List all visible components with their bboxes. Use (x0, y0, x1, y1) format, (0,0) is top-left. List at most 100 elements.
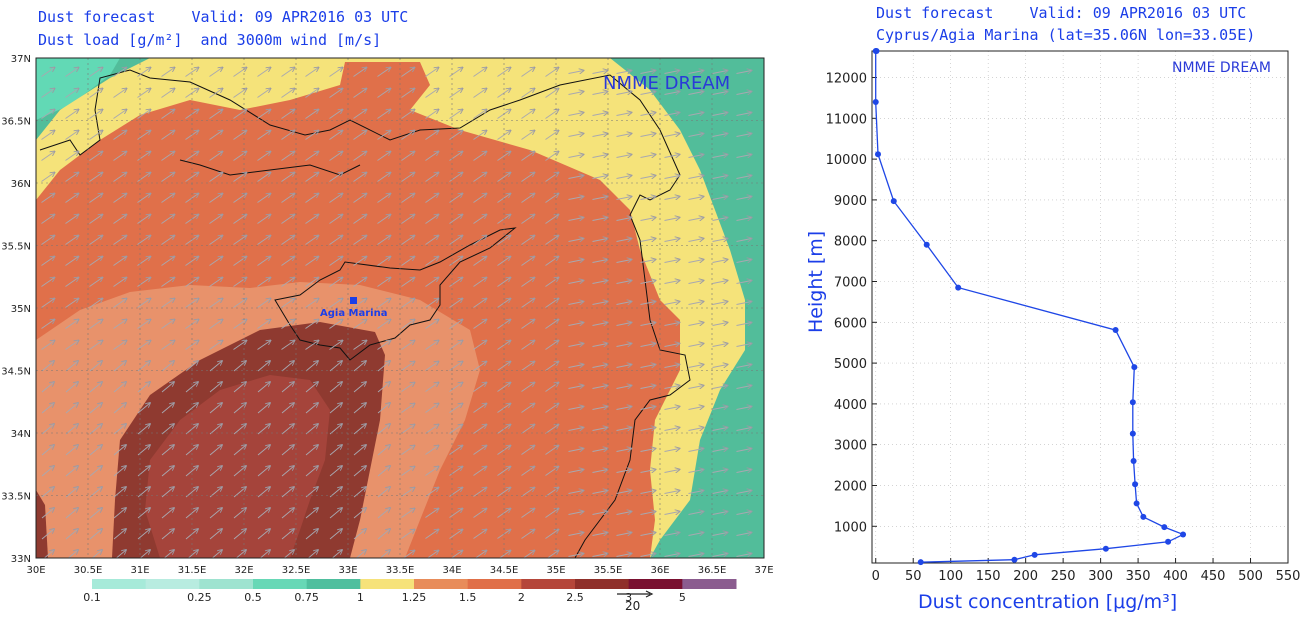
wind-arrow (473, 467, 487, 476)
wind-arrow (616, 260, 632, 263)
wind-arrow (449, 236, 463, 245)
wind-arrow (664, 260, 680, 263)
wind-arrow (712, 365, 728, 368)
wind-arrow (521, 131, 535, 140)
wind-arrow (89, 89, 103, 98)
map-title-line1: Dust forecast Valid: 09 APR2016 03 UTC (38, 8, 409, 26)
wind-arrow (425, 257, 439, 266)
wind-arrow (137, 382, 150, 393)
wind-arrow (712, 302, 728, 305)
wind-arrow (545, 173, 559, 182)
wind-arrow (161, 320, 175, 329)
wind-arrow (521, 236, 535, 245)
profile-y-ticks: 1000 2000 3000 4000 5000 6000 7000 8000 9000 1000… (826, 72, 877, 535)
wind-arrow (209, 89, 223, 98)
profile-model-label: NMME DREAM (1172, 60, 1271, 76)
wind-arrow (688, 134, 704, 137)
wind-arrow (401, 89, 415, 98)
wind-arrow (545, 152, 559, 161)
wind-arrow (115, 550, 126, 558)
wind-arrow (353, 508, 366, 519)
wind-arrow (305, 299, 319, 308)
wind-arrow (568, 365, 584, 368)
wind-arrow (640, 449, 656, 452)
profile-ytick-label: 6000 (834, 316, 867, 331)
wind-arrow (592, 428, 608, 431)
wind-arrow (568, 449, 584, 452)
wind-arrow (616, 92, 632, 95)
wind-arrow (233, 89, 247, 98)
wind-arrow (521, 194, 535, 203)
wind-arrow (281, 299, 295, 308)
wind-arrow (41, 466, 54, 477)
lon-label: 36.5E (698, 565, 727, 576)
wind-arrow (425, 152, 439, 161)
wind-arrow (233, 152, 247, 161)
wind-arrow (640, 92, 656, 95)
wind-arrow (473, 131, 487, 140)
wind-arrow (712, 176, 728, 179)
wind-arrow (329, 110, 343, 119)
wind-arrow (281, 508, 294, 519)
wind-arrow (545, 236, 559, 245)
wind-arrow (473, 341, 487, 350)
wind-arrow (712, 533, 728, 536)
wind-arrow (616, 197, 632, 200)
wind-arrow (546, 551, 559, 558)
profile-point (923, 241, 930, 248)
wind-arrow (257, 131, 271, 140)
wind-arrow (305, 424, 318, 435)
wind-arrow (281, 194, 295, 203)
wind-arrow (377, 257, 391, 266)
wind-arrow (664, 71, 680, 74)
wind-arrow (473, 68, 487, 77)
wind-arrow (688, 554, 704, 557)
legend-swatch (199, 579, 254, 589)
wind-arrow (257, 320, 271, 329)
wind-arrow (353, 215, 367, 224)
wind-arrow (736, 554, 752, 557)
wind-arrow (736, 197, 752, 200)
wind-arrow (65, 445, 78, 456)
wind-arrow (401, 509, 415, 518)
wind-arrow (473, 404, 487, 413)
wind-arrow (568, 428, 584, 431)
wind-arrow (377, 278, 391, 287)
wind-arrow (592, 491, 608, 494)
wind-arrow (281, 215, 295, 224)
map-frame (35, 57, 765, 559)
wind-arrow (89, 194, 103, 203)
wind-arrow (473, 425, 487, 434)
wind-arrow (329, 236, 343, 245)
profile-point (1130, 458, 1137, 465)
wind-arrow (664, 554, 680, 557)
station-marker[interactable] (350, 297, 357, 304)
wind-arrow (736, 92, 752, 95)
wind-arrow (640, 113, 656, 116)
wind-arrow (497, 257, 511, 266)
wind-arrow (664, 281, 680, 284)
wind-arrow (736, 386, 752, 389)
wind-arrow (89, 152, 103, 161)
wind-arrow (449, 299, 463, 308)
wind-arrow (616, 281, 632, 284)
wind-arrow (592, 302, 608, 305)
wind-arrow (521, 110, 535, 119)
legend-label: 3 (625, 591, 632, 604)
wind-arrow (425, 425, 439, 434)
wind-arrow (425, 341, 439, 350)
legend-label: 0.1 (83, 591, 101, 604)
wind-arrow (712, 386, 728, 389)
wind-arrow (137, 68, 151, 77)
profile-series-line (875, 50, 1185, 563)
profile-point (1132, 481, 1139, 488)
wind-arrow (305, 173, 319, 182)
wind-arrow (401, 404, 415, 413)
wind-arrow (281, 466, 294, 477)
wind-arrow (425, 110, 439, 119)
wind-arrow (41, 215, 55, 224)
wind-arrow (449, 404, 463, 413)
wind-arrow (233, 424, 246, 435)
wind-arrow (137, 131, 151, 140)
wind-arrow (545, 425, 559, 434)
